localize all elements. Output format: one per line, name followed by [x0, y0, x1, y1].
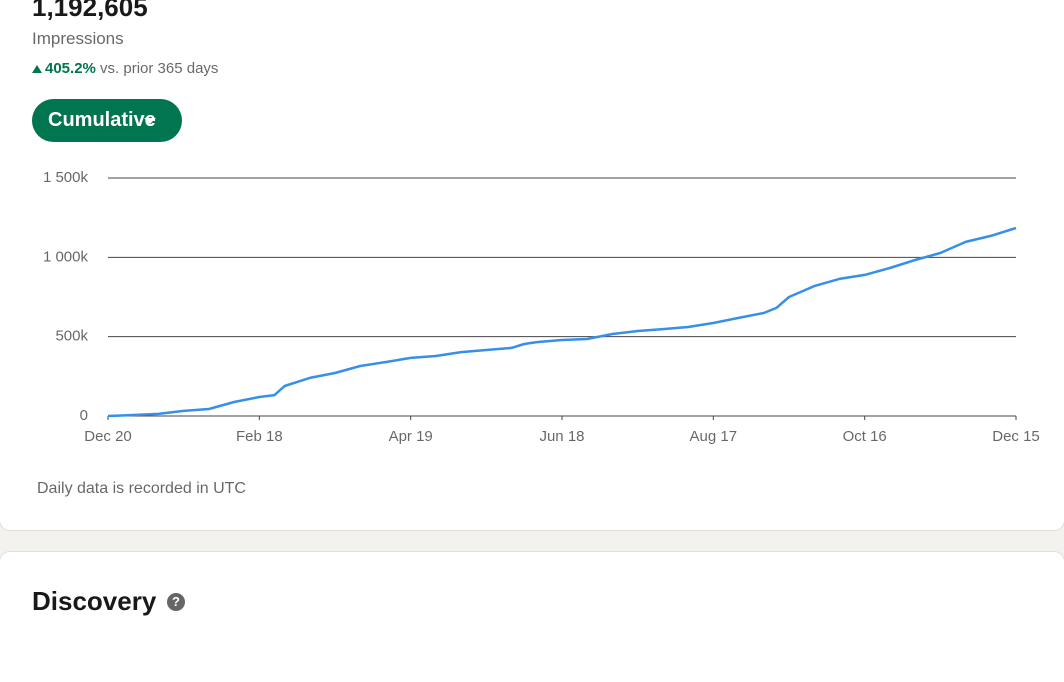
impressions-card [0, 0, 1064, 530]
footnote: Daily data is recorded in UTC [37, 480, 246, 497]
y-tick-label: 500k [55, 328, 88, 345]
chart: 0 500k 1 000k 1 500k Dec 20 Feb 18 Apr 19 Jun 1… [43, 169, 1040, 445]
x-tick-label: Dec 15 [992, 428, 1040, 445]
page: {"header": {"value": "1,192,605", "label… [0, 0, 1064, 660]
y-tick-label: 0 [80, 407, 88, 424]
x-tick-label: Dec 20 [84, 428, 132, 445]
x-tick-label: Apr 19 [389, 428, 433, 445]
x-tick-label: Feb 18 [236, 428, 283, 445]
cumulative-dropdown[interactable]: Cumulative [32, 99, 182, 142]
discovery-card [0, 552, 1064, 682]
x-tick-label: Aug 17 [690, 428, 738, 445]
comparison: vs. prior 365 days [100, 60, 219, 77]
impressions-line [107, 226, 1017, 418]
section-title: Discovery [32, 586, 157, 616]
total-impressions: 1,192,605 [32, 0, 148, 22]
change-value: 405.2% [45, 60, 96, 77]
help-icon[interactable] [167, 593, 185, 611]
change: 405.2% vs. prior 365 days [32, 60, 218, 77]
y-tick-label: 1 500k [43, 169, 89, 186]
x-tick-label: Jun 18 [539, 428, 584, 445]
y-tick-label: 1 000k [43, 248, 89, 265]
up-arrow [32, 65, 42, 73]
x-tick-label: Oct 16 [843, 428, 887, 445]
metric-label: Impressions [32, 29, 124, 48]
